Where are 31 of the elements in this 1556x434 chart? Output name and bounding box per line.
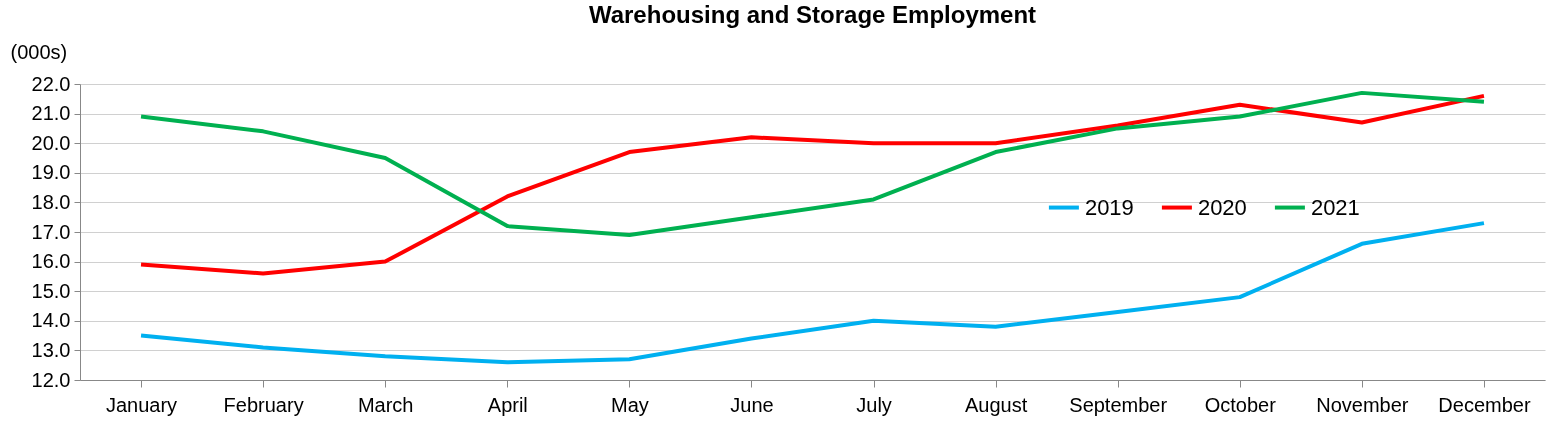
x-tick-label: December: [1438, 393, 1531, 416]
x-tick-label: March: [357, 393, 414, 416]
y-axis-title: (000s): [10, 40, 68, 63]
y-tick-label: 21.0: [31, 102, 71, 125]
x-tick-label: October: [1204, 393, 1277, 416]
y-tick-label: 16.0: [31, 250, 71, 273]
y-tick-label: 17.0: [31, 220, 71, 243]
x-tick-label: November: [1316, 393, 1409, 416]
legend-label: 2020: [1197, 194, 1247, 220]
y-tick-label: 18.0: [31, 190, 71, 213]
chart-title: Warehousing and Storage Employment: [588, 1, 1037, 28]
y-tick-label: 19.0: [31, 161, 71, 184]
y-tick-label: 15.0: [31, 279, 71, 302]
line-series: [139, 221, 1486, 365]
y-tick-label: 14.0: [31, 309, 71, 332]
x-tick-label: June: [730, 393, 774, 416]
y-tick-label: 20.0: [31, 131, 71, 154]
x-tick-label: August: [964, 393, 1028, 416]
y-tick-label: 12.0: [31, 368, 71, 391]
x-tick-label: April: [487, 393, 528, 416]
legend-label: 2021: [1310, 194, 1360, 220]
x-tick-label: July: [856, 393, 892, 416]
x-tick-label: February: [223, 393, 304, 416]
line-series: [139, 93, 1486, 276]
line-series: [139, 90, 1486, 237]
y-tick-label: 13.0: [31, 338, 71, 361]
y-tick-label: 22.0: [31, 72, 71, 95]
x-tick-label: September: [1069, 393, 1168, 416]
x-tick-label: January: [105, 393, 178, 416]
x-tick-label: May: [610, 393, 649, 416]
legend-label: 2019: [1084, 194, 1134, 220]
